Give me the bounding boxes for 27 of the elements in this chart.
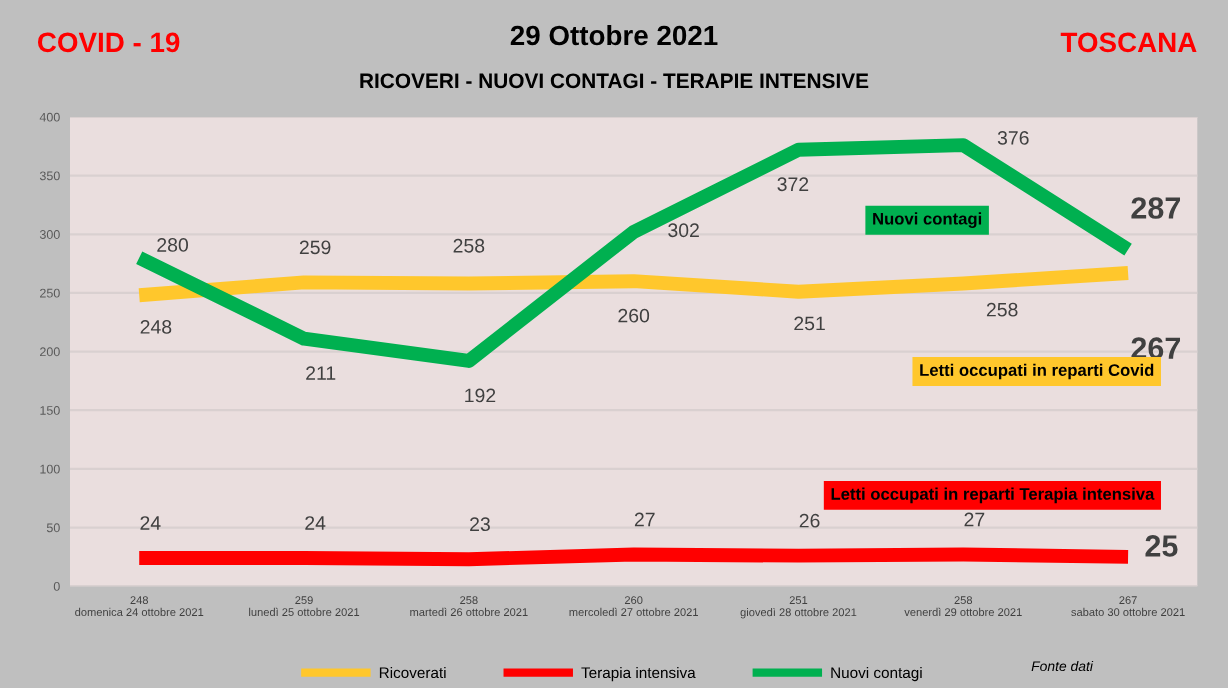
data-label: 248 — [140, 320, 172, 334]
annotation: Letti occupati in reparti Terapia intensiva — [831, 487, 1155, 504]
data-label: 376 — [997, 131, 1029, 145]
data-label: 258 — [986, 302, 1018, 317]
data-label: 302 — [668, 223, 699, 238]
data-label: 23 — [470, 517, 490, 532]
data-label: 211 — [306, 366, 336, 380]
data-label: 280 — [157, 238, 189, 252]
annotation: Letti occupati in reparti Covid — [920, 363, 1154, 380]
data-label: 27 — [964, 512, 985, 527]
data-label: 287 — [1131, 197, 1181, 219]
data-label: 24 — [140, 516, 161, 530]
text: COVID - 19 — [37, 32, 180, 53]
data-label: 251 — [794, 316, 825, 331]
data-label: 372 — [777, 177, 809, 192]
data-label: 258 — [453, 238, 485, 253]
data-label: 24 — [305, 516, 326, 530]
data-label: 26 — [799, 513, 820, 528]
data-label: 27 — [634, 512, 655, 527]
chart-title: 29 Ottobre 2021 — [510, 24, 718, 46]
data-label: 260 — [618, 308, 650, 323]
data-label: 259 — [299, 240, 331, 255]
chart-subtitle: RICOVERI - NUOVI CONTAGI - TERAPIE INTENSIVE — [360, 73, 869, 89]
data-label: 25 — [1145, 535, 1178, 557]
data-label: 192 — [465, 388, 496, 403]
annotation: Nuovi contagi — [873, 212, 982, 228]
text: TOSCANA — [1060, 32, 1197, 53]
